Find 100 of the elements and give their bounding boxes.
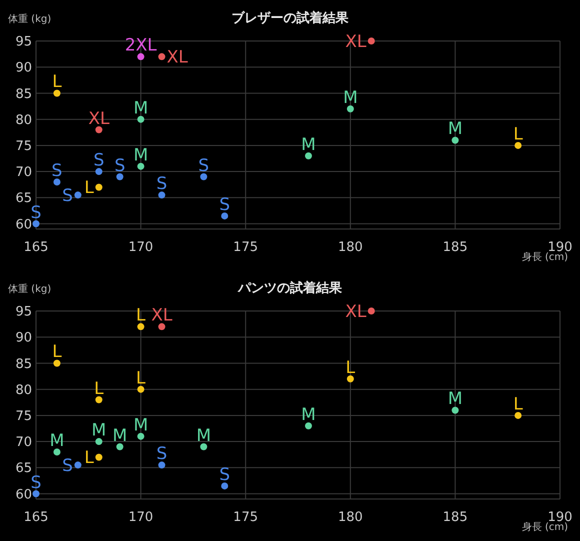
point (74, 462, 82, 469)
point (514, 412, 522, 419)
x-tick-label: 175 (233, 240, 258, 255)
text: S (52, 161, 62, 181)
point (53, 90, 60, 97)
text: M (301, 134, 316, 155)
point (137, 432, 144, 440)
y-tick-label: 75 (15, 138, 32, 154)
series-label: M (343, 88, 358, 108)
x-tick-label: 165 (24, 240, 48, 255)
point (137, 53, 144, 60)
series-label: L (513, 124, 524, 144)
text: S (156, 174, 168, 194)
point (95, 184, 102, 191)
point (200, 443, 208, 450)
text: M (448, 119, 463, 140)
point (137, 116, 144, 123)
y-axis-title: 体重 (kg) (8, 283, 52, 295)
y-axis-title: 体重 (kg) (8, 13, 52, 25)
text: S (30, 472, 42, 493)
point (158, 323, 166, 330)
point (32, 490, 40, 498)
text: L (52, 342, 62, 362)
x-tick-label: 180 (338, 510, 363, 525)
y-tick-label: 85 (15, 356, 32, 372)
y-tick-label: 80 (15, 112, 32, 128)
text: L (136, 368, 146, 388)
text: M (133, 415, 148, 436)
y-tick-label: 60 (15, 487, 32, 502)
x-tick-label: 180 (338, 240, 363, 255)
text: S (156, 444, 168, 464)
point (368, 38, 375, 44)
series-label: L (346, 358, 356, 378)
point (95, 126, 102, 134)
text: L (136, 306, 146, 326)
point (221, 212, 228, 220)
x-tick-label: 185 (442, 240, 468, 255)
x-tick-label: 170 (128, 240, 154, 255)
y-tick-label: 90 (15, 330, 32, 346)
text: XL (151, 306, 172, 326)
point (95, 454, 102, 461)
point (116, 173, 124, 180)
text: M (50, 431, 64, 451)
text: S (219, 194, 230, 215)
series-label: S (62, 456, 73, 476)
x-tick-label: 170 (128, 510, 154, 525)
x-tick-label: 165 (24, 510, 48, 525)
point (74, 192, 82, 199)
y-tick-label: 70 (15, 165, 32, 180)
chart-title: ブレザーの試着結果 (232, 10, 350, 26)
text: M (301, 404, 316, 425)
text: L (84, 178, 94, 198)
y-tick-label: 95 (15, 304, 32, 320)
text: L (513, 394, 523, 414)
text: M (133, 98, 148, 118)
text: M (112, 426, 128, 446)
point (116, 443, 124, 450)
chart-title: パンツの試着結果 (237, 280, 343, 296)
x-tick-label: 175 (233, 510, 258, 525)
y-tick-label: 65 (15, 191, 32, 206)
point (95, 168, 102, 176)
point (514, 142, 522, 149)
text: L (52, 72, 62, 92)
text: M (448, 389, 463, 410)
y-tick-label: 60 (15, 217, 32, 232)
y-tick-label: 70 (15, 435, 32, 450)
point (368, 308, 375, 314)
y-tick-label: 75 (15, 408, 32, 424)
series-label: 2XL (124, 36, 158, 56)
point (53, 448, 60, 456)
series-label: XL (345, 32, 367, 52)
series-label: M (196, 426, 212, 446)
point (53, 360, 60, 367)
text: S (219, 464, 230, 485)
text: M (92, 420, 106, 441)
y-tick-label: 65 (15, 461, 32, 476)
text: M (133, 145, 148, 166)
point (200, 173, 208, 180)
point (95, 438, 102, 446)
point (452, 136, 459, 144)
point (137, 162, 144, 170)
series-label: XL (345, 302, 367, 322)
text: S (114, 156, 126, 176)
point (304, 152, 312, 160)
x-tick-label: 185 (442, 510, 468, 525)
series-label: S (62, 186, 73, 206)
point (158, 53, 166, 60)
text: S (93, 150, 104, 171)
point (452, 406, 459, 414)
point (304, 422, 312, 430)
text: S (30, 202, 42, 223)
point (137, 323, 144, 330)
point (158, 192, 166, 199)
text: L (94, 378, 104, 399)
text: L (84, 448, 94, 468)
text: XL (166, 48, 188, 68)
y-tick-label: 95 (15, 34, 32, 50)
point (95, 396, 102, 404)
text: XL (88, 108, 110, 129)
point (158, 462, 166, 469)
